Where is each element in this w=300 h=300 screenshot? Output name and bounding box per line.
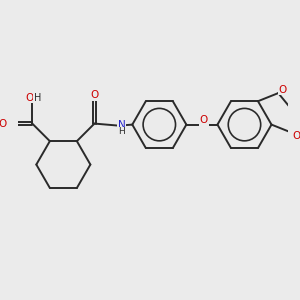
Text: O: O [200,115,208,125]
Text: O: O [90,90,99,100]
Text: N: N [118,120,126,130]
Text: H: H [118,127,125,136]
Text: H: H [34,93,41,103]
Text: O: O [292,131,300,141]
Text: O: O [0,118,7,129]
Text: O: O [279,85,287,95]
Text: O: O [25,93,33,103]
